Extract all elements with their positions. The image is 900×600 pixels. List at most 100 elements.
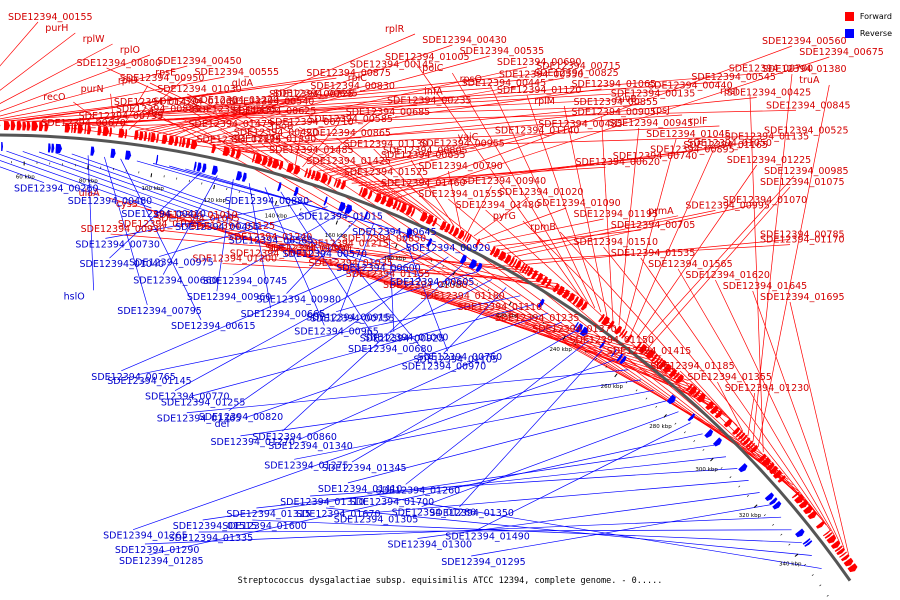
forward-feature [361,187,368,198]
leader-line [87,155,94,291]
forward-gene-label: purH [45,23,68,34]
scale-tick [520,308,523,311]
scale-tick [584,350,587,353]
forward-gene-label: SDE12394_00685 [346,107,431,118]
leader-line [298,321,563,441]
forward-feature [185,138,191,149]
leader-line [330,141,488,177]
reverse-gene-label: SDE12394_00795 [117,306,202,317]
forward-gene-label: SDE12394_00675 [799,47,884,58]
forward-gene-label: SDE12394_00235 [387,95,472,106]
reverse-gene-label: SDE12394_01260 [376,485,461,496]
forward-feature [524,265,531,275]
forward-gene-label: SDE12394_01235 [495,313,580,324]
forward-gene-label: cysS [116,199,138,210]
forward-gene-label: SDE12394_01060 [153,97,238,108]
forward-gene-label: rplC [348,73,368,84]
scale-tick [780,533,783,536]
leader-line [245,134,795,152]
forward-feature [419,211,428,222]
leader-line [106,67,401,203]
leader-line [336,271,478,313]
leader-line [603,246,827,526]
forward-feature [621,330,628,339]
forward-feature [519,263,526,272]
leader-line [92,73,759,126]
forward-gene-label: SDE12394_01645 [723,281,808,292]
leader-line [451,72,590,304]
forward-gene-label: SDE12394_01185 [650,361,735,372]
reverse-feature [459,254,467,264]
leader-line [55,70,567,124]
scale-tick [430,259,433,262]
forward-gene-label: rpsJ [652,105,670,116]
scale-tick [645,397,648,400]
forward-feature [735,430,743,438]
leader-line [6,150,206,222]
leader-line [336,165,794,486]
leader-line [506,210,716,254]
forward-gene-label: SDE12394_01035 [308,258,393,269]
leader-line [158,90,341,135]
scale-tick [753,504,758,508]
scale-tick-label: 300 kbp [695,467,718,473]
reverse-feature [572,321,579,330]
reverse-gene-label: SDE12394_00965 [294,326,379,337]
reverse-gene-label: SDE12394_00770 [145,392,230,403]
forward-gene-label: SDE12394_01510 [574,237,659,248]
leader-line [0,21,39,67]
forward-feature [374,192,382,203]
forward-gene-label: SDE12394_00955 [420,139,505,150]
forward-gene-label: SDE12394_00825 [534,68,619,79]
reverse-feature [110,148,116,158]
forward-feature [147,132,151,142]
forward-gene-label: SDE12394_01025 [118,219,203,230]
leader-line [261,115,428,214]
forward-feature [758,453,767,462]
leader-line [363,480,749,514]
reverse-feature [90,146,95,156]
leader-line [209,88,602,144]
forward-gene-label: SDE12394_00725 [269,89,354,100]
forward-gene-label: truA [799,75,820,86]
leader-line [642,175,795,344]
forward-gene-label: SDE12394_01555 [418,189,503,200]
forward-gene-label: SDE12394_01005 [385,52,470,63]
forward-feature [545,278,552,288]
forward-feature [614,325,623,335]
forward-feature [466,234,472,243]
reverse-feature [704,428,714,438]
forward-gene-label: SDE12394_01030 [157,84,242,95]
leader-line [447,170,462,230]
forward-gene-label: SDE12394_01140 [495,125,580,136]
leader-line [228,256,449,412]
forward-feature [672,372,680,380]
forward-feature [815,521,825,529]
backbone-arc [0,133,852,582]
forward-feature [747,442,756,450]
reverse-gene-label: SDE12394_01145 [107,376,192,387]
forward-feature [261,155,268,166]
forward-feature [761,457,771,467]
leader-line [519,244,791,261]
forward-feature [638,343,647,354]
forward-feature [235,149,241,159]
leader-line [0,160,98,196]
forward-gene-label: SDE12394_00620 [576,157,661,168]
forward-feature [807,510,817,520]
leader-line [757,84,830,447]
reverse-gene-label: SDE12394_01280 [392,508,477,519]
scale-tick [465,276,467,280]
reverse-feature [666,394,676,405]
reverse-gene-label: SDE12394_01315 [226,509,311,520]
reverse-gene-label: SDE12394_00660 [133,276,218,287]
forward-gene-label: SDE12394_00905 [572,107,657,118]
reverse-gene-label: SDE12394_00920 [406,243,491,254]
leader-line [393,56,830,200]
leader-line [38,151,313,249]
scale-tick [635,389,638,392]
scale-tick [263,197,265,200]
reverse-gene-label: SDE12394_01410 [318,484,403,495]
